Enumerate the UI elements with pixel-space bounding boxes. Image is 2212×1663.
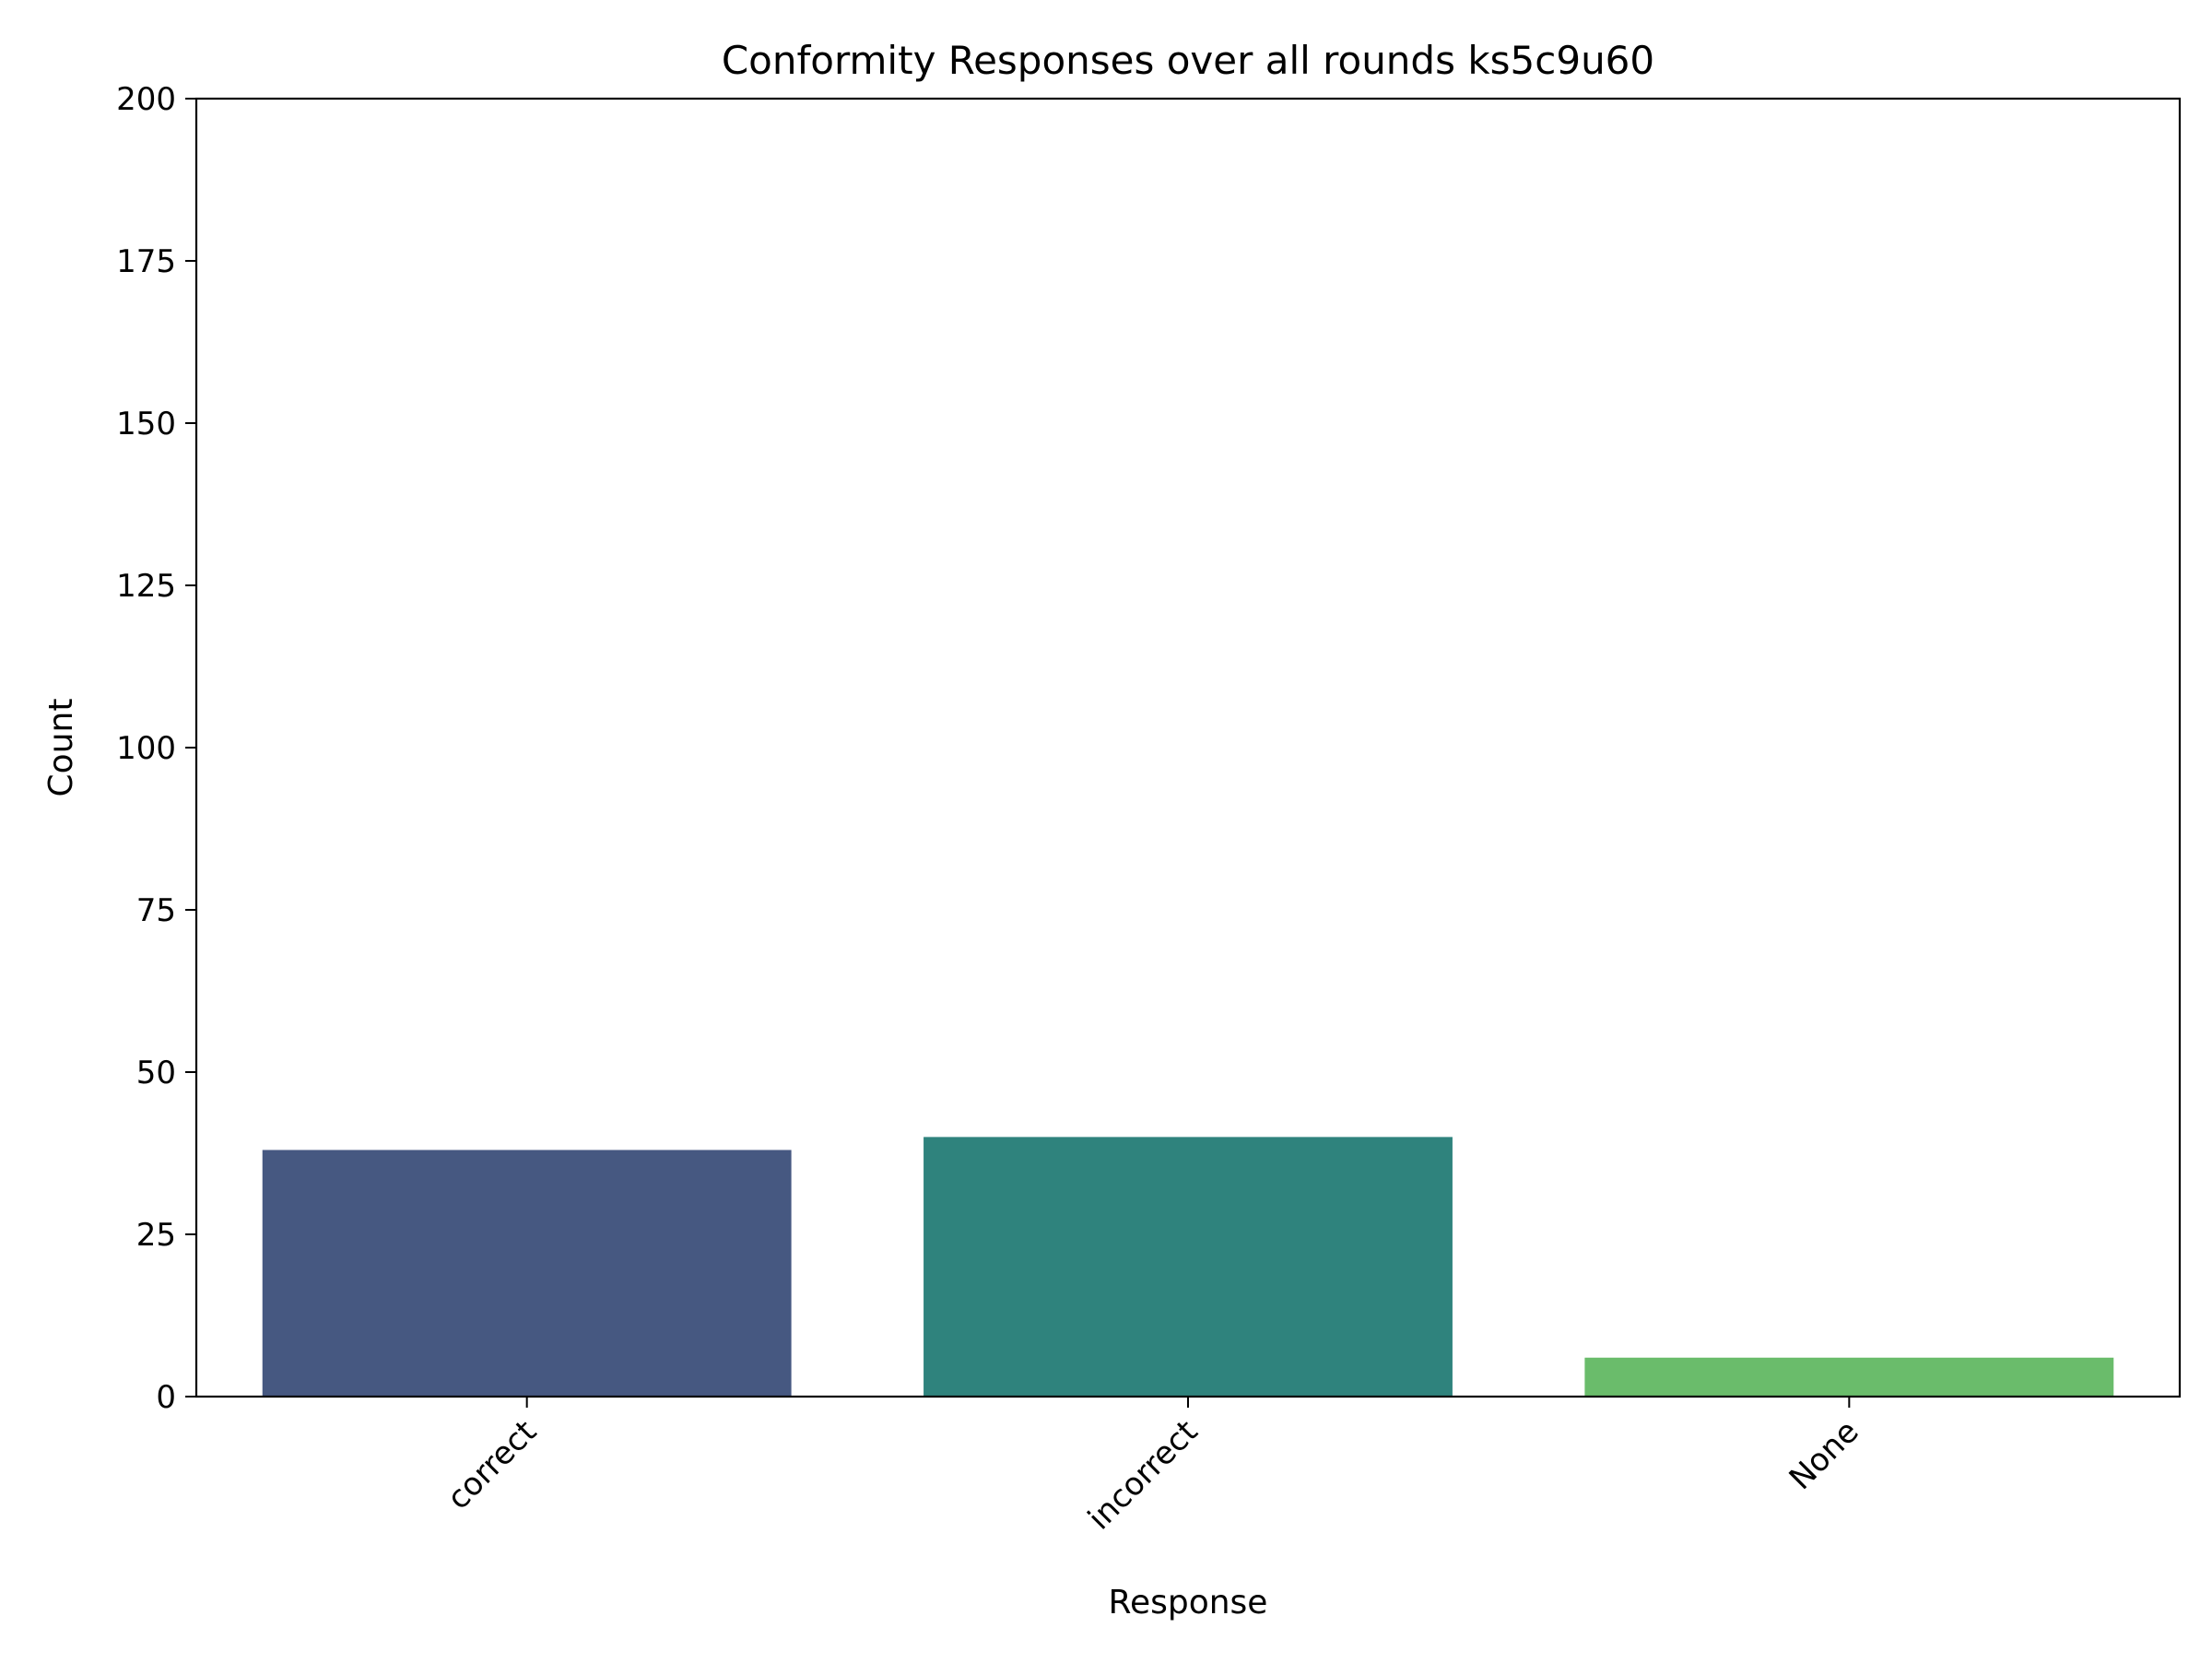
x-tick-label-none: None	[1783, 1413, 1866, 1497]
y-tick-label: 0	[156, 1379, 176, 1416]
x-tick-label-correct: correct	[441, 1413, 544, 1516]
x-axis: correct incorrect None	[441, 1397, 1866, 1537]
chart-title: Conformity Responses over all rounds ks5…	[722, 38, 1654, 83]
y-tick-label: 25	[136, 1217, 176, 1254]
y-tick-label: 125	[116, 568, 176, 605]
x-axis-label: Response	[1109, 1584, 1268, 1622]
bar-none	[1584, 1357, 2114, 1397]
y-tick-label: 75	[136, 892, 176, 929]
bars-layer	[262, 1137, 2114, 1397]
y-axis-label: Count	[42, 699, 80, 797]
bar-correct	[262, 1150, 792, 1397]
y-axis: 0 25 50 75 100 125 150 175 200	[116, 81, 196, 1416]
y-tick-label: 200	[116, 81, 176, 118]
bar-incorrect	[924, 1137, 1453, 1397]
y-tick-label: 175	[116, 243, 176, 280]
y-tick-label: 100	[116, 730, 176, 767]
y-tick-label: 150	[116, 406, 176, 442]
x-tick-label-incorrect: incorrect	[1081, 1413, 1205, 1537]
y-tick-label: 50	[136, 1055, 176, 1091]
